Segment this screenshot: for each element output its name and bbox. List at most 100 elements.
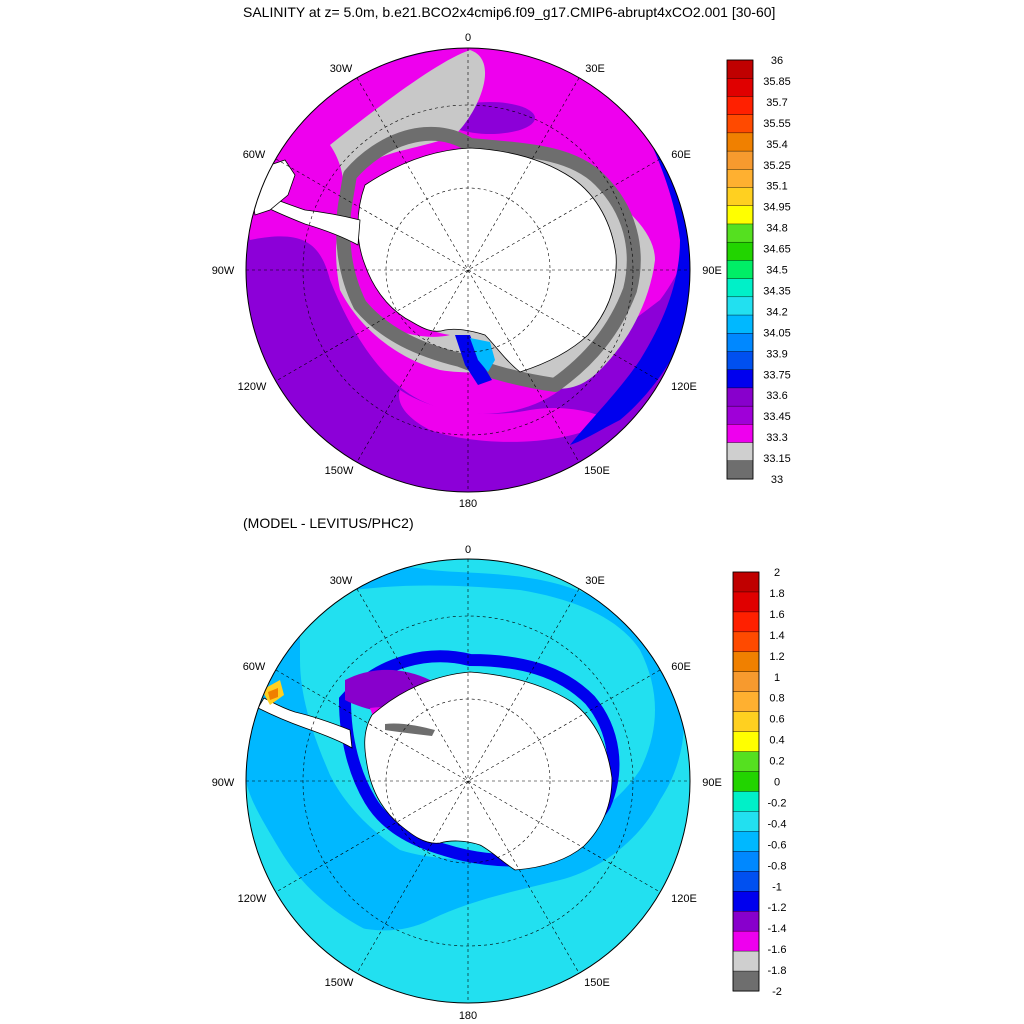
lon-label-120e: 120E	[671, 381, 697, 393]
salinity-colorbar-label: 34.65	[763, 244, 791, 256]
salinity-colorbar-swatch-20	[726, 424, 754, 444]
difference-colorbar-swatch-15	[732, 871, 760, 892]
difference-colorbar-swatch-7	[732, 711, 760, 733]
difference-colorbar-swatch-17	[732, 910, 760, 932]
salinity-colorbar-swatch-14	[726, 314, 754, 334]
difference-colorbar-label: -0.2	[768, 797, 787, 809]
salinity-colorbar-label: 33.15	[763, 453, 791, 465]
top-longitude-labels: 0 30E 60E 90E 120E 150E 180 150W 120W 90…	[212, 32, 722, 510]
salinity-colorbar-frame	[726, 59, 754, 480]
difference-colorbar-label: 0.8	[769, 693, 784, 705]
salinity-colorbar-swatch-0	[726, 59, 754, 79]
difference-colorbar-label: 1.6	[769, 609, 784, 621]
salinity-colorbar-swatch-18	[726, 387, 754, 407]
lon-label-150e: 150E	[584, 977, 610, 989]
difference-colorbar-label: -0.8	[768, 860, 787, 872]
difference-colorbar-label: 0	[774, 777, 780, 789]
lon-label-60e: 60E	[671, 149, 691, 161]
difference-colorbar-label: 1.4	[769, 630, 784, 642]
salinity-band-33	[336, 126, 641, 392]
salinity-colorbar-label: 34.95	[763, 202, 791, 214]
lon-label-180: 180	[459, 498, 477, 510]
salinity-colorbar-swatch-6	[726, 169, 754, 189]
salinity-colorbar-label: 34.35	[763, 285, 791, 297]
lon-label-180: 180	[459, 1010, 477, 1022]
salinity-colorbar-label: 34.2	[766, 306, 787, 318]
salinity-colorbar-swatch-17	[726, 369, 754, 389]
difference-panel-title: (MODEL - LEVITUS/PHC2)	[243, 515, 414, 531]
salinity-colorbar-swatch-9	[726, 223, 754, 243]
lon-label-60w: 60W	[243, 149, 266, 161]
difference-colorbar-label: -1.2	[768, 902, 787, 914]
salinity-colorbar-swatch-16	[726, 351, 754, 371]
difference-polar-map	[245, 558, 691, 1004]
lon-label-90w: 90W	[212, 265, 235, 277]
salinity-region-33.3-ross	[399, 390, 610, 442]
bottom-longitude-labels: 0 30E 60E 90E 120E 150E 180 150W 120W 90…	[212, 544, 722, 1022]
antarctica-land-bottom	[364, 671, 613, 871]
difference-colorbar-swatch-19	[732, 950, 760, 972]
salinity-region-33.9-ross	[455, 335, 492, 385]
salinity-colorbar-label: 35.85	[763, 76, 791, 88]
diff-region-minus-0.4-outer	[246, 781, 690, 1003]
salinity-colorbar-swatch-5	[726, 150, 754, 170]
lon-label-90w: 90W	[212, 777, 235, 789]
lon-label-90e: 90E	[702, 265, 722, 277]
diff-region-minus-2	[385, 723, 435, 736]
difference-colorbar: 2 1.8 1.6 1.4 1.2 1 0.8 0.6 0.4 0.2 0 -0.2 -0.4 -0.6 -…	[732, 567, 787, 998]
lon-label-30e: 30E	[585, 575, 605, 587]
salinity-colorbar-label: 35.1	[766, 181, 787, 193]
lon-label-0: 0	[465, 544, 471, 556]
lon-label-90e: 90E	[702, 777, 722, 789]
diff-region-positive-high	[268, 688, 278, 700]
lon-label-120w: 120W	[238, 893, 267, 905]
salinity-colorbar-label: 33.6	[766, 390, 787, 402]
lon-label-150w: 150W	[325, 977, 354, 989]
salinity-colorbar-label: 33	[771, 474, 783, 486]
salinity-colorbar-label: 33.75	[763, 369, 791, 381]
salinity-colorbar-label: 33.45	[763, 411, 791, 423]
difference-colorbar-swatch-6	[732, 691, 760, 713]
longitude-gridlines	[246, 48, 690, 492]
difference-colorbar-swatch-0	[732, 571, 760, 593]
lon-label-150w: 150W	[325, 465, 354, 477]
figure-title: SALINITY at z= 5.0m, b.e21.BCO2x4cmip6.f…	[243, 4, 775, 20]
salinity-colorbar-swatch-22	[726, 460, 754, 480]
antarctica-land	[357, 147, 617, 373]
difference-colorbar-label: -1.6	[768, 944, 787, 956]
salinity-colorbar-swatch-12	[726, 278, 754, 298]
difference-colorbar-swatch-14	[732, 851, 760, 872]
salinity-colorbar-swatch-19	[726, 405, 754, 425]
difference-colorbar-swatch-2	[732, 611, 760, 633]
salinity-colorbar-swatch-11	[726, 260, 754, 280]
difference-colorbar-label: 1	[774, 672, 780, 684]
difference-colorbar-swatch-4	[732, 651, 760, 673]
longitude-gridlines-bottom	[246, 559, 690, 1003]
salinity-colorbar-swatch-21	[726, 442, 754, 462]
salinity-colorbar-swatch-13	[726, 296, 754, 316]
difference-colorbar-swatch-20	[732, 970, 760, 992]
difference-colorbar-swatch-12	[732, 811, 760, 832]
difference-colorbar-label: -0.6	[768, 839, 787, 851]
difference-colorbar-swatch-10	[732, 771, 760, 792]
salinity-region-34.05-ross	[470, 338, 495, 372]
salinity-colorbar: 36 35.85 35.7 35.55 35.4 35.25 35.1 34.95 34.8 34…	[726, 55, 791, 486]
difference-colorbar-swatch-16	[732, 891, 760, 912]
salinity-polar-map	[245, 47, 691, 493]
difference-colorbar-swatch-13	[732, 831, 760, 852]
salinity-colorbar-label: 34.8	[766, 223, 787, 235]
salinity-colorbar-swatch-1	[726, 78, 754, 97]
difference-colorbar-swatch-11	[732, 791, 760, 812]
salinity-colorbar-swatch-4	[726, 132, 754, 152]
salinity-colorbar-label: 33.9	[766, 348, 787, 360]
lon-label-120w: 120W	[238, 381, 267, 393]
difference-colorbar-swatch-18	[732, 930, 760, 952]
lon-label-30w: 30W	[330, 63, 353, 75]
difference-colorbar-label: -0.4	[768, 818, 787, 830]
salinity-colorbar-swatch-10	[726, 241, 754, 261]
difference-colorbar-label: 1.2	[769, 651, 784, 663]
difference-colorbar-label: -1.8	[768, 965, 787, 977]
difference-colorbar-label: 0.2	[769, 756, 784, 768]
map-boundary-bottom	[245, 558, 691, 1004]
